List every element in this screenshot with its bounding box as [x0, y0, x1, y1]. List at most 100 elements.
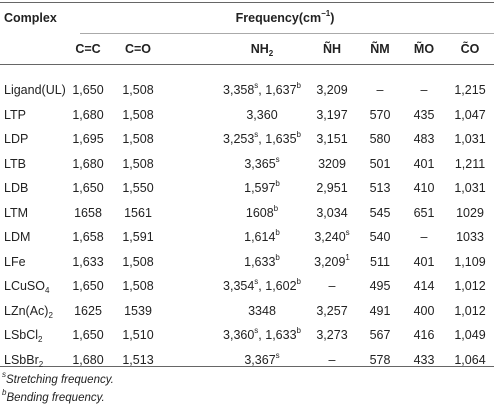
subscript: 4 [45, 286, 50, 295]
text: Stretching frequency. [6, 374, 114, 386]
text: ÑH [322, 42, 342, 56]
text: 567 [369, 328, 391, 342]
text: 578 [369, 352, 391, 367]
table-cell: 651 [414, 205, 435, 221]
header-cell: M̃O [414, 41, 434, 57]
text: 570 [369, 107, 391, 122]
text: Bending frequency. [6, 392, 105, 404]
table-cell: 1,591 [122, 229, 153, 245]
text: LDM [4, 230, 31, 244]
text: 540 [369, 230, 391, 244]
text: 1,031 [454, 132, 486, 146]
text: 3,034 [316, 205, 348, 220]
table-cell: 1,633 [72, 254, 103, 270]
table-cell: 3,354s, 1,602b [223, 278, 301, 294]
table-cell: 1,049 [454, 327, 485, 343]
text: 1,550 [122, 181, 154, 195]
text: 513 [369, 181, 391, 195]
text: LDB [4, 181, 29, 195]
text: 1,633 [244, 254, 276, 269]
text: – [328, 352, 336, 367]
table-cell: 435 [414, 107, 435, 123]
text: 1539 [124, 303, 152, 318]
table-cell: 3,197 [316, 107, 347, 123]
text: 3,358 [223, 83, 255, 97]
table-cell: 1,510 [122, 327, 153, 343]
text: 3,151 [316, 132, 348, 146]
text: 435 [413, 107, 435, 122]
table-cell: 491 [370, 303, 391, 319]
text: 3,197 [316, 107, 348, 122]
text: LDP [4, 132, 29, 146]
subscript: 2 [38, 359, 44, 369]
text: 414 [413, 279, 435, 293]
table-cell: 1,215 [454, 82, 485, 98]
table-cell: 3348 [248, 303, 276, 319]
table-cell: 3,151 [316, 131, 347, 147]
text: C̃O [460, 42, 480, 56]
table-cell: 580 [370, 131, 391, 147]
row-label: LDP [4, 131, 28, 147]
table-cell: 1,658 [72, 229, 103, 245]
text: 1,211 [454, 156, 486, 171]
text: 3,360 [223, 328, 255, 342]
text: 410 [413, 181, 435, 195]
text: 1,064 [454, 352, 486, 367]
row-label: LDM [4, 229, 30, 245]
table-cell: – [421, 82, 428, 98]
header-cell: C=O [125, 41, 151, 57]
table-cell: 1,614b [244, 229, 280, 245]
text: 1,650 [72, 279, 104, 293]
table-cell: 1,047 [454, 107, 485, 123]
table-cell: 1,012 [454, 303, 485, 319]
footnote: sStretching frequency. [2, 371, 114, 388]
superscript: s [254, 326, 259, 335]
table-cell: 3,034 [316, 205, 347, 221]
superscript: s [254, 130, 259, 139]
text: LSbCl [4, 328, 39, 342]
text: 1,597 [244, 181, 276, 195]
table-cell: 433 [414, 352, 435, 368]
text: 401 [413, 156, 435, 171]
text: , 1,633 [258, 328, 297, 342]
table-cell: 416 [414, 327, 435, 343]
text: 3,360 [246, 107, 278, 122]
text: 3,365 [244, 156, 276, 171]
text: LTB [4, 156, 26, 171]
text: LCuSO [4, 279, 45, 293]
text: – [420, 230, 428, 244]
table-cell: 483 [414, 131, 435, 147]
superscript: b [296, 130, 301, 139]
header-cell: C=C [75, 41, 100, 57]
text: 1561 [124, 205, 152, 220]
table-cell: 578 [370, 352, 391, 368]
table-cell: 414 [414, 278, 435, 294]
table-cell: 3,367s [244, 350, 280, 368]
text: 1,012 [454, 303, 486, 318]
superscript: s [275, 350, 280, 360]
table-cell: 1,031 [454, 180, 485, 196]
text: LTP [4, 107, 26, 122]
superscript: b [273, 203, 279, 213]
table-cell: 1,211 [455, 156, 485, 172]
table-cell: – [329, 352, 336, 368]
text: – [420, 83, 428, 97]
header-cell: ÑM [370, 41, 389, 57]
text: 1,650 [72, 328, 104, 342]
rule [80, 33, 494, 34]
text: LTM [4, 205, 29, 220]
table-cell: 570 [370, 107, 391, 123]
text: 1,508 [122, 254, 154, 269]
row-label: LFe [4, 254, 26, 270]
text: C=C [75, 42, 101, 56]
text: 1,633 [72, 254, 104, 269]
table-cell: 1,064 [454, 352, 485, 368]
table-cell: 401 [414, 254, 435, 270]
superscript: b [296, 277, 301, 286]
table-cell: 1,680 [72, 156, 103, 172]
superscript: b [275, 179, 280, 188]
text: 1,695 [72, 132, 104, 146]
table-cell: 3,257 [316, 303, 347, 319]
text: 1,031 [454, 181, 486, 195]
